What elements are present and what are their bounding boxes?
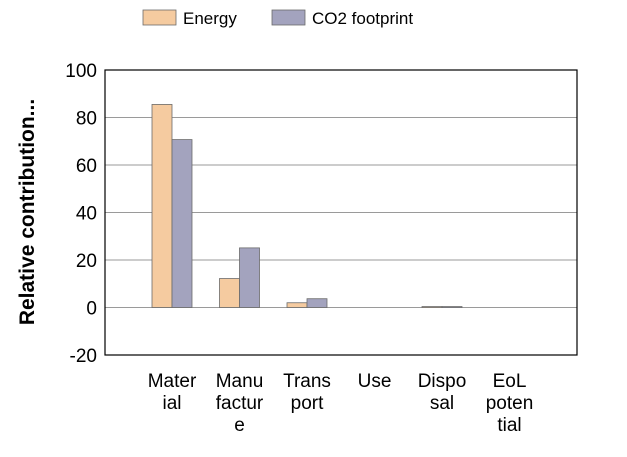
plot-frame xyxy=(104,69,578,356)
y-tick-label: 40 xyxy=(76,204,97,225)
legend: Energy CO2 footprint xyxy=(142,9,413,28)
bar-co2-footprint xyxy=(306,298,328,308)
y-axis-ticks: 100 80 60 40 20 0 -20 xyxy=(65,61,97,367)
x-category-label: Manu factur e xyxy=(216,371,264,436)
bars xyxy=(151,104,463,308)
legend-label: Energy xyxy=(183,9,237,28)
x-axis-categories: Mater ial Manu factur e Trans port Use Dispo sal E… xyxy=(148,371,534,436)
bar-energy xyxy=(286,302,308,308)
bar-co2-footprint xyxy=(441,306,463,308)
y-tick-label: 100 xyxy=(65,61,97,82)
x-category-label: EoL poten tial xyxy=(486,371,534,436)
x-category-label: Mater ial xyxy=(148,371,197,414)
bar-co2-footprint xyxy=(171,139,193,308)
x-category-label: Trans port xyxy=(283,371,331,414)
legend-swatch xyxy=(142,9,177,26)
y-tick-label: 20 xyxy=(76,251,97,272)
x-category-label: Dispo sal xyxy=(418,371,467,414)
bar-energy xyxy=(421,306,443,308)
bar-energy xyxy=(219,278,240,308)
y-tick-label: 0 xyxy=(86,299,97,320)
bar-energy xyxy=(151,104,173,308)
bar-co2-footprint xyxy=(239,247,260,308)
legend-swatch xyxy=(271,9,306,26)
legend-label: CO2 footprint xyxy=(312,9,413,28)
y-tick-label: -20 xyxy=(70,346,97,367)
y-tick-label: 60 xyxy=(76,156,97,177)
y-axis-label: Relative contribution... xyxy=(16,99,39,325)
y-tick-label: 80 xyxy=(76,109,97,130)
x-category-label: Use xyxy=(358,371,392,392)
